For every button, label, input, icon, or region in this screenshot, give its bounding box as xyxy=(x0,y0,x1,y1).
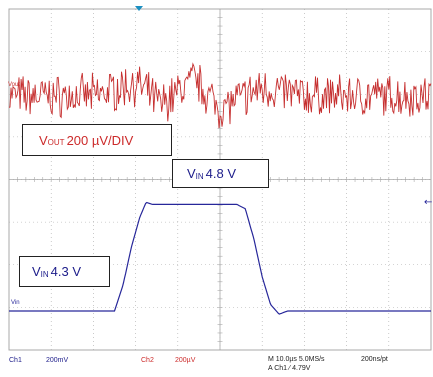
vin-low-label-sub: IN xyxy=(40,269,49,279)
ch2-scale: 200µV xyxy=(175,357,196,364)
vout-waveform xyxy=(8,62,432,129)
sample-interval-readout: 200ns/pt xyxy=(361,356,388,363)
vin-low-label-rest: 4.3 V xyxy=(50,264,82,279)
vin-low-label: V IN 4.3 V xyxy=(19,256,110,287)
trigger-readout: A Ch1 ⁄ 4.79V xyxy=(268,365,311,372)
trigger-position-icon xyxy=(135,6,143,11)
vin-high-label-main: V xyxy=(187,166,196,181)
vout-trace xyxy=(8,62,432,129)
vout-label-main: V xyxy=(39,132,48,148)
vout-scale-label: V OUT 200 µV/DIV xyxy=(22,124,172,156)
ch1-scale: 200mV xyxy=(46,357,69,364)
graticule xyxy=(8,8,432,351)
vin-marker: Vin xyxy=(11,300,20,306)
trigger-level-arrow-icon: ← xyxy=(424,197,432,208)
vin-high-label-rest: 4.8 V xyxy=(205,166,237,181)
vout-label-rest: 200 µV/DIV xyxy=(66,132,134,148)
vout-label-sub: OUT xyxy=(47,138,65,147)
vin-trace xyxy=(9,201,431,315)
ch1-label: Ch1 xyxy=(9,357,22,364)
vin-waveform xyxy=(9,201,431,315)
vin-high-label-sub: IN xyxy=(195,171,204,181)
vout-marker: Vout xyxy=(8,82,20,88)
timebase-readout: M 10.0µs 5.0MS/s xyxy=(268,356,325,363)
vin-low-label-main: V xyxy=(32,264,41,279)
vin-high-label: V IN 4.8 V xyxy=(172,159,269,188)
ch2-label: Ch2 xyxy=(141,357,154,364)
